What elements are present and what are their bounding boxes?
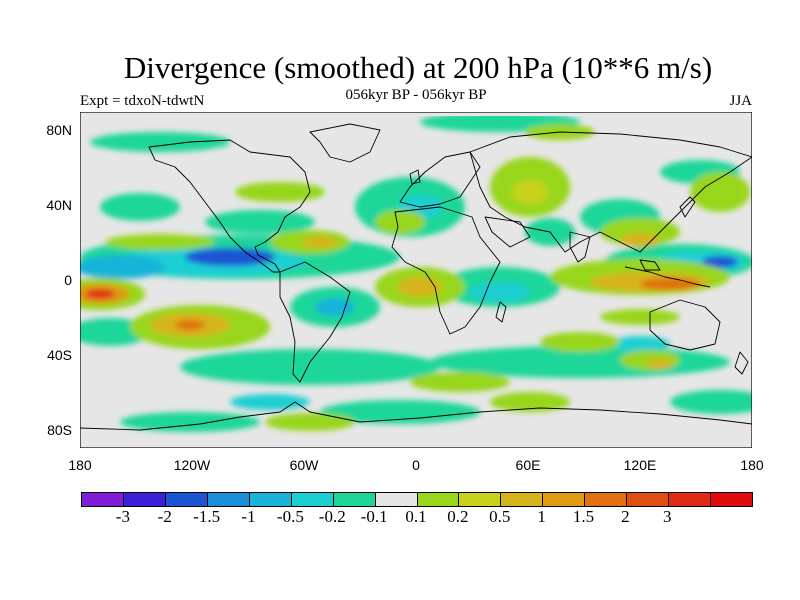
lat-label-40n: 40N bbox=[46, 197, 72, 213]
season-label: JJA bbox=[729, 93, 752, 109]
lon-label-120e: 120E bbox=[623, 457, 657, 473]
colorbar-swatch bbox=[249, 493, 292, 506]
lon-label-60e: 60E bbox=[515, 457, 541, 473]
colorbar-swatch bbox=[417, 493, 460, 506]
colorbar-swatch bbox=[123, 493, 166, 506]
colorbar-label: 3 bbox=[663, 507, 672, 526]
colorbar-label: 1.5 bbox=[572, 507, 595, 526]
colorbar-swatch bbox=[543, 493, 586, 506]
colorbar-label: 0.1 bbox=[405, 507, 427, 526]
colorbar-label: -0.5 bbox=[276, 507, 304, 526]
colorbar-swatch bbox=[585, 493, 628, 506]
lon-label-0: 0 bbox=[412, 457, 420, 473]
lon-label-180w: 180 bbox=[68, 457, 92, 473]
colorbar-swatch bbox=[627, 493, 670, 506]
divergence-map bbox=[80, 112, 752, 448]
colorbar-swatch bbox=[669, 493, 712, 506]
colorbar-label: 0.5 bbox=[489, 507, 511, 526]
lon-label-60w: 60W bbox=[289, 457, 319, 473]
colorbar-label: -1 bbox=[241, 507, 256, 526]
lon-label-180e: 180 bbox=[740, 457, 764, 473]
colorbar-label: -0.2 bbox=[318, 507, 346, 526]
colorbar-label: -1.5 bbox=[193, 507, 221, 526]
colorbar-label: 1 bbox=[537, 507, 546, 526]
colorbar-label: -0.1 bbox=[360, 507, 388, 526]
map-title: Divergence (smoothed) at 200 hPa (10**6 … bbox=[123, 50, 713, 85]
colorbar-swatch bbox=[333, 493, 376, 506]
lat-label-40s: 40S bbox=[47, 347, 72, 363]
colorbar-label: 2 bbox=[621, 507, 630, 526]
lat-label-80s: 80S bbox=[47, 422, 72, 438]
colorbar-swatch bbox=[501, 493, 544, 506]
colorbar bbox=[81, 492, 753, 507]
colorbar-swatch bbox=[207, 493, 250, 506]
colorbar-swatch bbox=[711, 493, 752, 506]
colorbar-swatch bbox=[165, 493, 208, 506]
divergence-field bbox=[80, 112, 752, 448]
colorbar-swatch bbox=[82, 493, 124, 506]
lat-label-80n: 80N bbox=[46, 122, 72, 138]
colorbar-label: 0.2 bbox=[447, 507, 469, 526]
lat-label-0: 0 bbox=[64, 272, 72, 288]
colorbar-label: -3 bbox=[115, 507, 130, 526]
period-label: 056kyr BP - 056kyr BP bbox=[345, 87, 487, 103]
coastlines bbox=[80, 123, 752, 431]
colorbar-swatch bbox=[459, 493, 502, 506]
colorbar-swatch bbox=[291, 493, 334, 506]
colorbar-label: -2 bbox=[157, 507, 172, 526]
lon-label-120w: 120W bbox=[173, 457, 211, 473]
experiment-label: Expt = tdxoN-tdwtN bbox=[80, 93, 205, 109]
colorbar-swatch bbox=[375, 493, 418, 506]
